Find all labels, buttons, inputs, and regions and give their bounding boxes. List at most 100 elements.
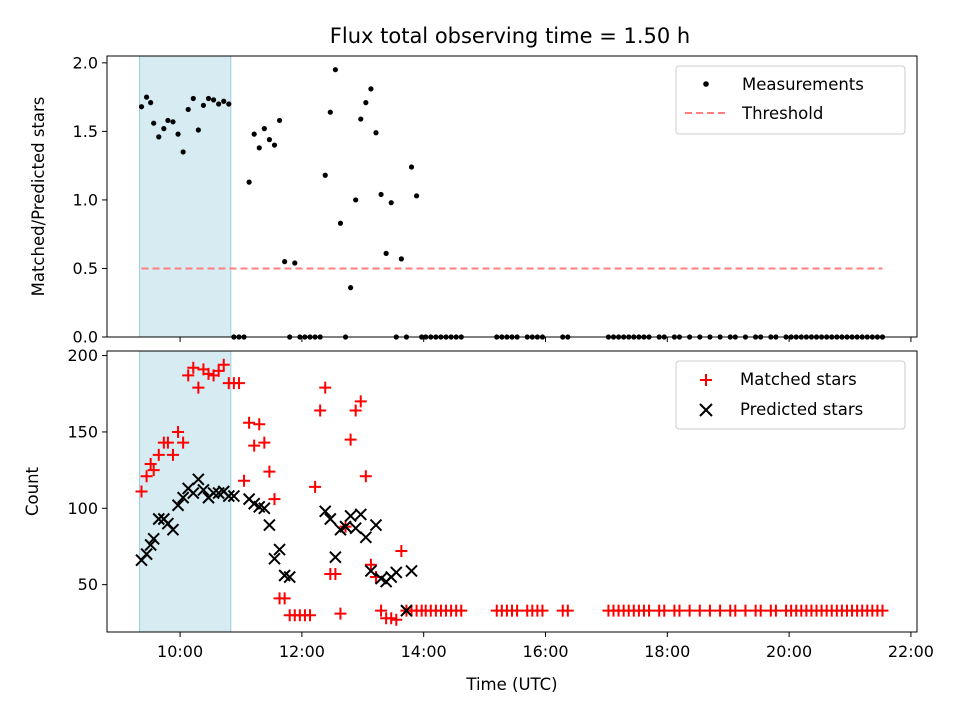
- predicted-star-point: [268, 552, 281, 565]
- y-tick-label: 150: [67, 422, 98, 441]
- measurement-point: [251, 131, 257, 137]
- measurement-point: [221, 98, 227, 104]
- measurement-point: [271, 142, 278, 148]
- y-tick-label: 1.0: [73, 190, 98, 209]
- measurement-point: [358, 116, 364, 122]
- measurement-point: [226, 101, 232, 107]
- ratio-panel: 0.00.51.01.52.0 Matched/Predicted stars …: [29, 53, 918, 347]
- measurement-point: [348, 285, 354, 291]
- count-legend: Matched stars Predicted stars: [675, 360, 906, 430]
- matched-star-point: [187, 361, 200, 374]
- matched-star-point: [152, 448, 165, 461]
- measurement-point: [322, 172, 328, 178]
- x-tick-label: 22:00: [888, 642, 934, 661]
- y-tick-label: 100: [67, 499, 98, 518]
- matched-star-point: [693, 604, 706, 617]
- matched-star-point: [390, 613, 403, 626]
- matched-star-point: [177, 436, 190, 449]
- predicted-star-point: [319, 505, 332, 518]
- predicted-star-point: [349, 521, 362, 535]
- matched-star-point: [166, 448, 179, 461]
- matched-star-point: [395, 545, 408, 558]
- measurement-point: [138, 104, 145, 110]
- matched-star-point: [304, 609, 317, 622]
- predicted-star-point: [140, 547, 153, 561]
- predicted-star-point: [283, 570, 296, 584]
- predicted-star-point: [227, 489, 241, 503]
- x-tick-label: 20:00: [766, 642, 812, 661]
- matched-star-point: [754, 604, 767, 617]
- predicted-star-point: [187, 486, 200, 500]
- y-tick-label: 0.0: [73, 328, 98, 347]
- matched-star-point: [253, 418, 266, 431]
- matched-star-point: [232, 377, 245, 390]
- matched-star-point: [258, 436, 271, 449]
- predicted-star-point: [369, 518, 383, 532]
- measurement-point: [383, 250, 389, 256]
- predicted-star-point: [364, 564, 378, 578]
- predicted-star-point: [144, 538, 157, 552]
- measurement-point: [205, 95, 212, 102]
- measurement-point: [156, 134, 162, 140]
- measurement-point: [180, 149, 186, 155]
- matched-star-point: [243, 416, 256, 429]
- count-panel: 50 100 150 200 10:00 12:00 14:00 16:00 18:00 20:…: [23, 346, 934, 694]
- measurement-point: [292, 260, 298, 266]
- predicted-star-point: [171, 499, 185, 512]
- measurement-point: [368, 86, 374, 92]
- measurement-point: [195, 127, 201, 133]
- matched-star-point: [268, 493, 281, 506]
- count-y-axis-label: Count: [23, 466, 42, 516]
- matched-star-point: [455, 604, 468, 617]
- matched-star-point: [673, 604, 686, 617]
- matched-star-point: [182, 369, 195, 382]
- matched-star-point: [536, 604, 549, 617]
- matched-star-point: [309, 480, 322, 493]
- measurement-point: [256, 145, 262, 151]
- x-tick-label: 18:00: [644, 642, 690, 661]
- measurement-point: [266, 137, 273, 143]
- y-tick-label: 50: [78, 575, 98, 594]
- measurement-point: [398, 256, 404, 262]
- matched-star-point: [144, 458, 157, 471]
- matched-star-point: [703, 604, 716, 617]
- matched-star-point: [192, 381, 205, 394]
- matched-star-point: [359, 470, 372, 483]
- predicted-star-point: [258, 502, 271, 515]
- measurement-point: [216, 101, 222, 107]
- predicted-star-point: [344, 509, 357, 523]
- legend-measurements-label: Measurements: [742, 75, 864, 94]
- measurement-point: [413, 193, 420, 199]
- y-tick-label: 2.0: [73, 53, 98, 72]
- measurement-point: [151, 120, 157, 126]
- measurement-point: [363, 100, 369, 106]
- ratio-y-ticks: 0.0 0.5 1.0 1.5 2.0: [73, 53, 107, 347]
- predicted-star-point: [166, 523, 180, 536]
- measurement-point: [276, 117, 283, 124]
- measurement-point: [378, 191, 384, 198]
- predicted-star-point: [400, 604, 413, 617]
- ratio-y-axis-label: Matched/Predicted stars: [29, 97, 48, 297]
- measurement-point: [190, 95, 196, 102]
- matched-star-point: [511, 604, 524, 617]
- legend-matched-marker: [700, 374, 712, 386]
- measurement-point: [388, 200, 394, 206]
- predicted-star-point: [273, 543, 286, 556]
- predicted-star-point: [324, 512, 337, 526]
- measurement-point: [148, 100, 154, 106]
- predicted-star-point: [354, 508, 367, 521]
- predicted-star-point: [207, 486, 220, 500]
- matched-star-point: [876, 604, 889, 617]
- matched-star-point: [212, 364, 225, 377]
- y-tick-label: 200: [67, 346, 98, 365]
- matched-star-point: [140, 470, 153, 483]
- legend-matched-label: Matched stars: [740, 370, 857, 389]
- predicted-star-point: [329, 550, 342, 564]
- x-tick-label: 16:00: [522, 642, 568, 661]
- matched-star-point: [217, 358, 230, 371]
- ratio-axes-frame: [106, 55, 918, 338]
- measurement-point: [408, 164, 415, 170]
- predicted-star-point: [197, 483, 210, 497]
- predicted-star-point: [390, 566, 403, 579]
- predicted-star-point: [176, 491, 190, 504]
